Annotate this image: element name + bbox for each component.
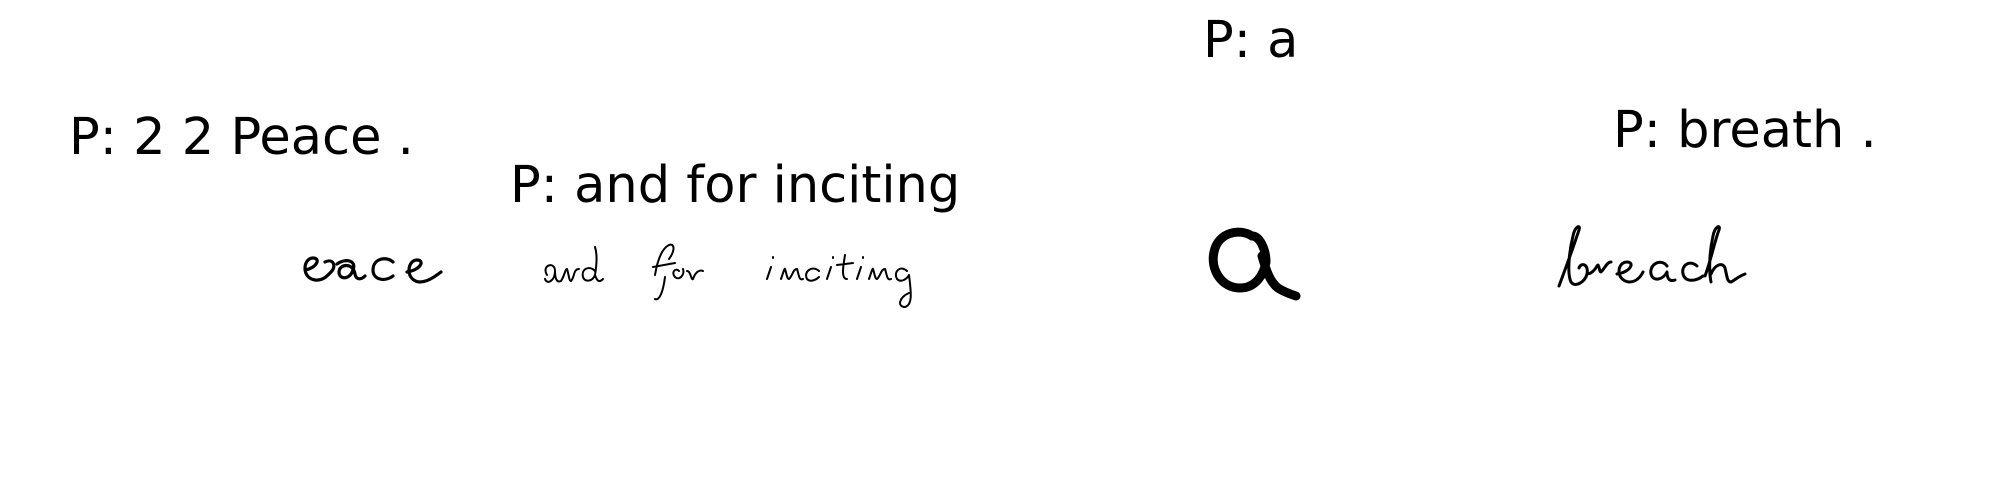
- prediction-label-1: P: 2 2 Peace .: [69, 108, 414, 167]
- prediction-label-4: P: breath .: [1613, 101, 1877, 160]
- handwriting-image-2: [544, 243, 912, 308]
- prediction-label-2: P: and for inciting: [510, 156, 961, 215]
- handwriting-image-4: [1557, 225, 1747, 288]
- handwriting-image-3: [1208, 227, 1301, 301]
- prediction-label-3: P: a: [1203, 11, 1299, 70]
- handwriting-image-1: [303, 256, 443, 284]
